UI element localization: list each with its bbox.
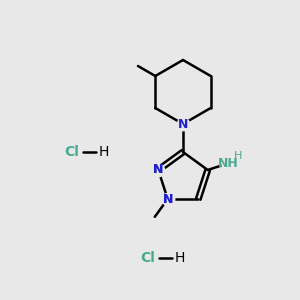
Text: H: H bbox=[99, 145, 109, 159]
Text: N: N bbox=[153, 164, 164, 176]
Text: N: N bbox=[153, 164, 164, 176]
Text: N: N bbox=[163, 193, 173, 206]
Text: Cl: Cl bbox=[141, 251, 155, 265]
Text: Cl: Cl bbox=[64, 145, 80, 159]
Text: N: N bbox=[178, 118, 188, 130]
Text: N: N bbox=[163, 193, 173, 206]
Text: H: H bbox=[233, 151, 242, 161]
Text: NH: NH bbox=[218, 157, 239, 170]
Text: H: H bbox=[175, 251, 185, 265]
